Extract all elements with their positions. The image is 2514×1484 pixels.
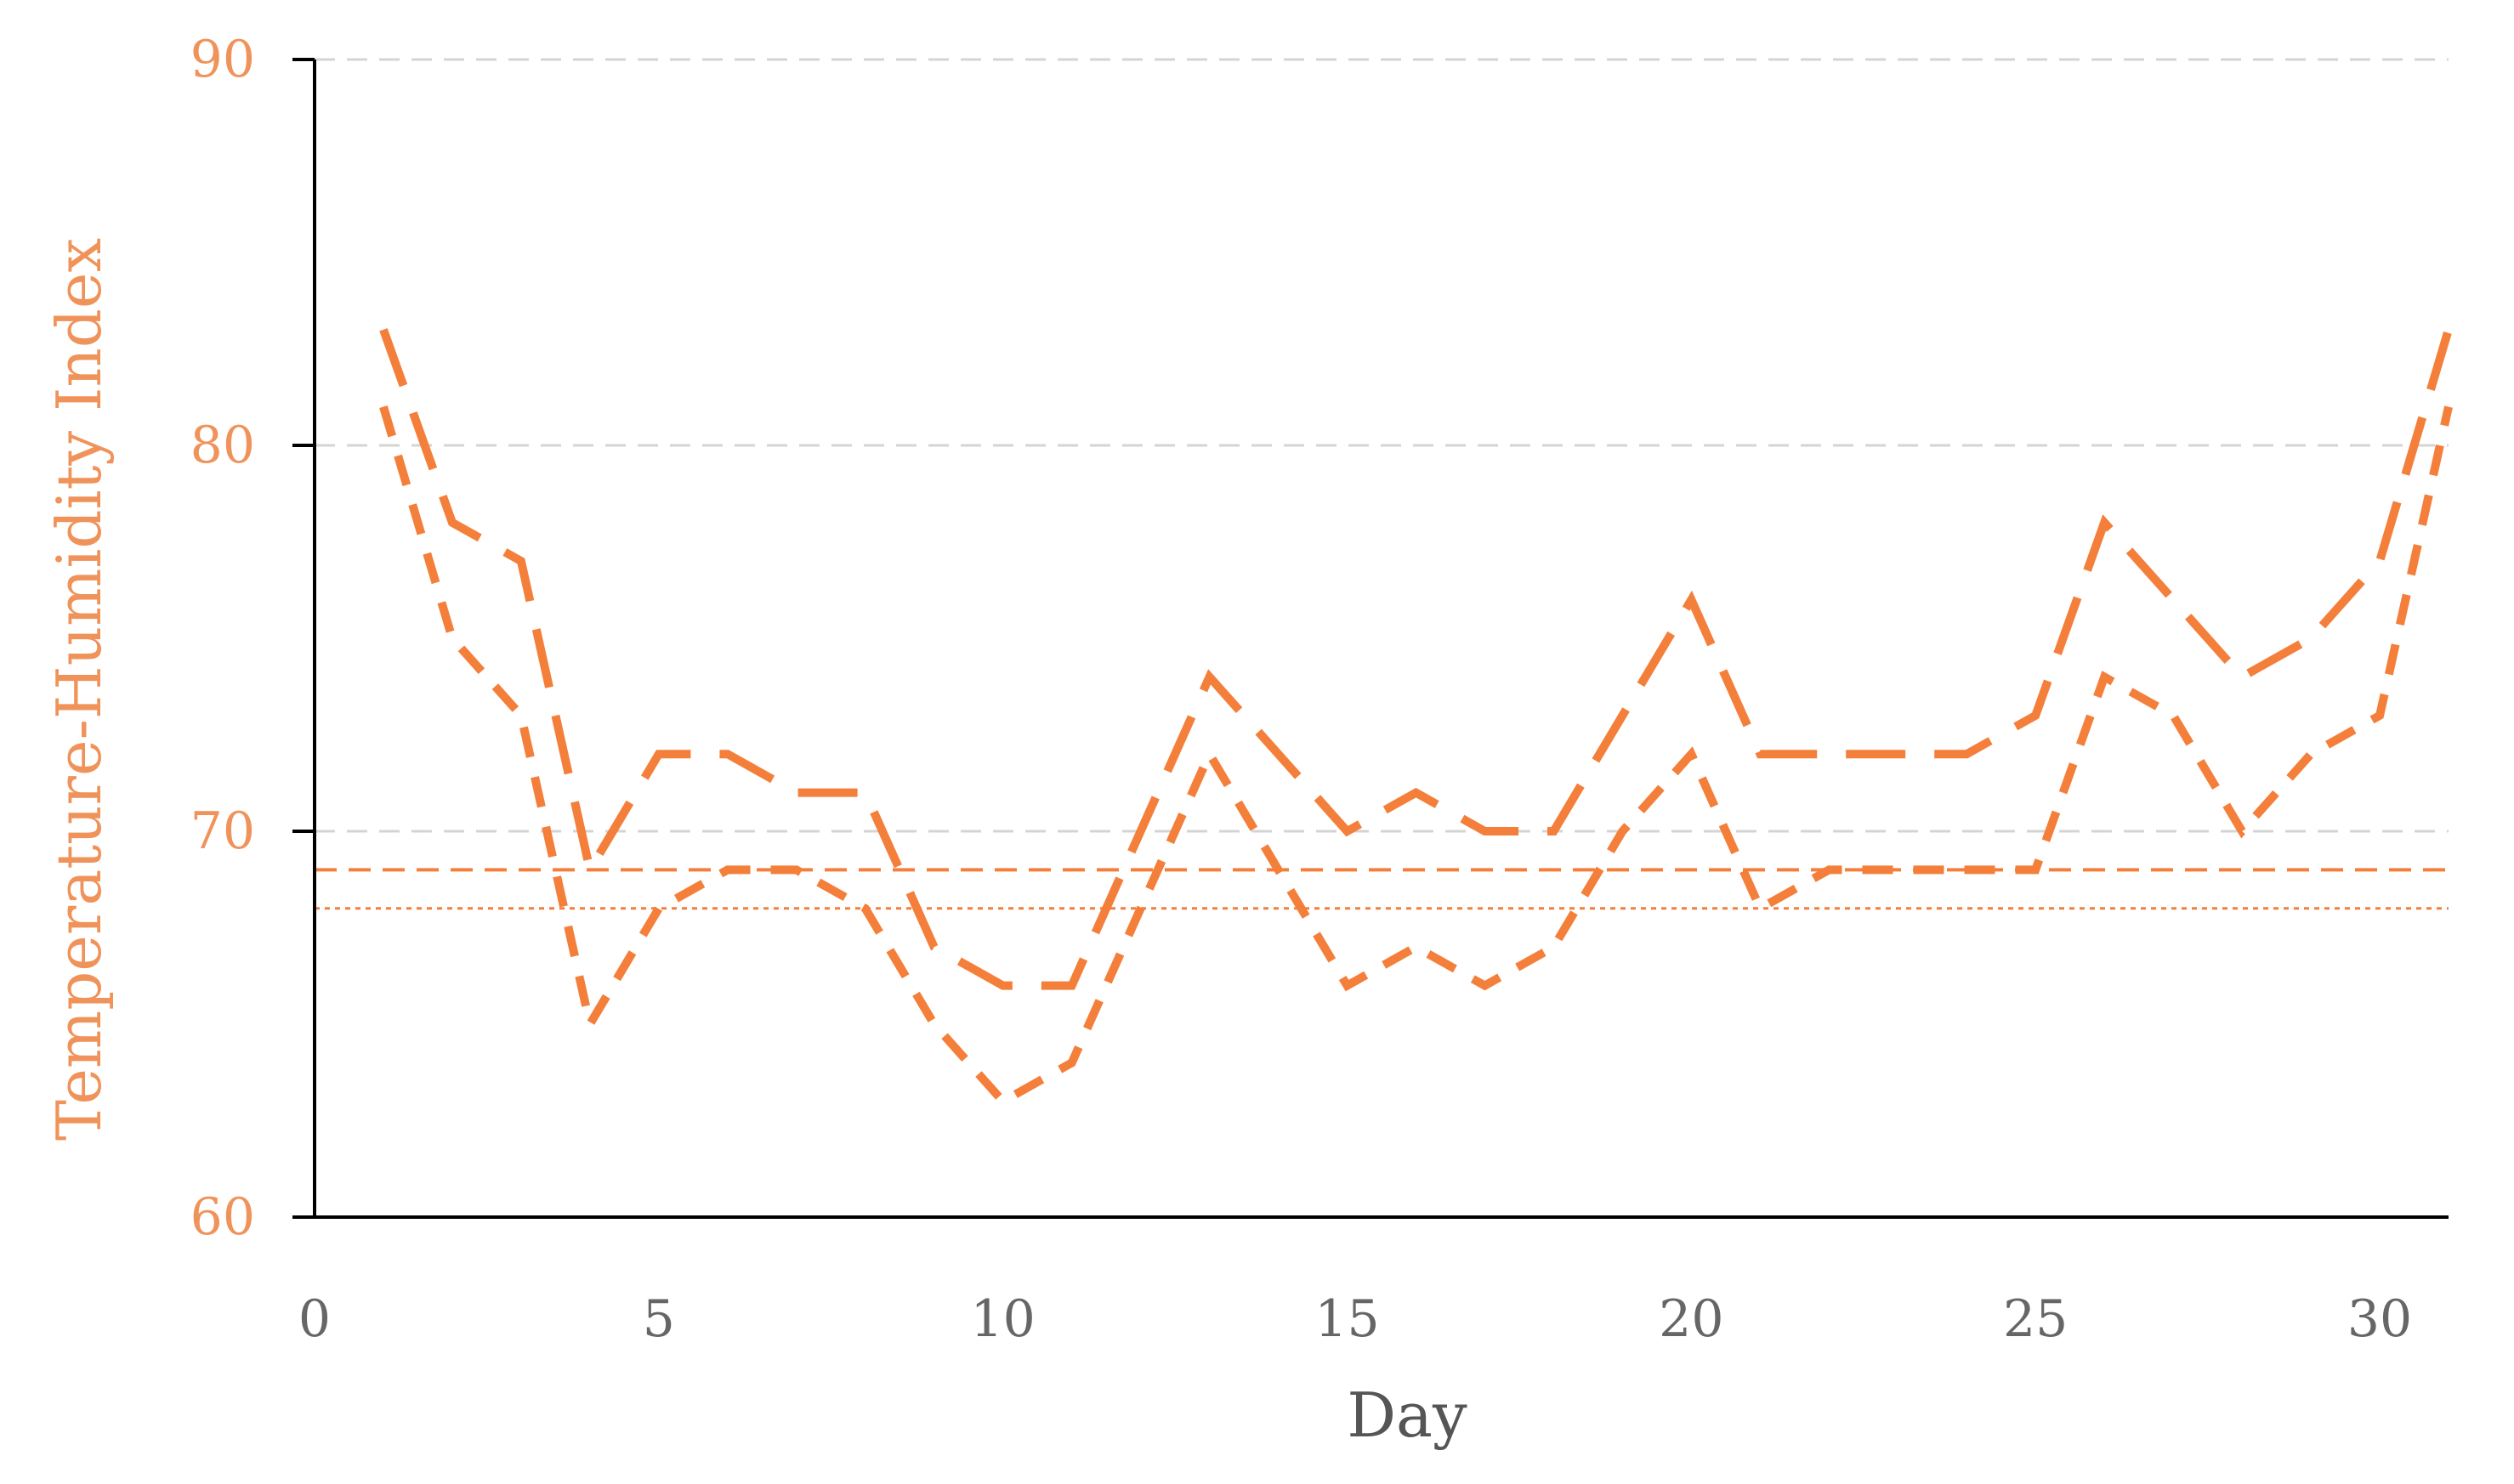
y-tick-label-70: 70 <box>190 801 255 861</box>
series-2-point-18 <box>1552 946 1554 948</box>
series-1-point-27 <box>2172 599 2174 601</box>
series-1-point-7 <box>796 792 797 794</box>
grid-lines <box>315 58 2449 833</box>
series-2-point-13 <box>1209 753 1211 755</box>
series-2-point-29 <box>2310 753 2312 755</box>
x-tick-label-10: 10 <box>970 1289 1035 1349</box>
series-2-point-21 <box>1759 908 1761 909</box>
x-tick-label-0: 0 <box>298 1289 331 1349</box>
x-tick-label-5: 5 <box>643 1289 675 1349</box>
x-tick-label-20: 20 <box>1659 1289 1723 1349</box>
series-2-point-16 <box>1415 946 1416 948</box>
series-1-point-30 <box>2379 560 2381 562</box>
y-tick-label-80: 80 <box>190 416 255 475</box>
y-tick-labels: 60 70 80 90 <box>190 30 255 1247</box>
x-tick-label-25: 25 <box>2003 1289 2068 1349</box>
series-2-point-27 <box>2172 715 2174 717</box>
series-line-2 <box>379 405 2453 1107</box>
x-tick-labels: 0 5 10 15 20 25 30 <box>298 1289 2412 1349</box>
y-axis-title: Temperature-Humidity Index <box>43 238 115 1141</box>
series-2-point-4 <box>589 1023 591 1025</box>
x-tick-label-15: 15 <box>1314 1289 1379 1349</box>
reference-lines <box>315 868 2449 910</box>
series-2-point-2 <box>451 637 453 639</box>
series-2-point-10 <box>1002 1101 1004 1102</box>
series-1-point-22 <box>1828 753 1830 755</box>
y-tick-label-60: 60 <box>190 1187 255 1247</box>
series-line-1 <box>379 328 2453 990</box>
x-axis-title: Day <box>1347 1379 1467 1451</box>
series-1-point-31 <box>2448 329 2449 331</box>
x-tick-label-30: 30 <box>2347 1289 2412 1349</box>
series-1-point-8 <box>865 792 866 794</box>
series-1-point-29 <box>2310 637 2312 639</box>
axes <box>292 58 2449 1219</box>
series-1-point-28 <box>2241 676 2243 677</box>
y-tick-label-90: 90 <box>190 30 255 89</box>
series-lines <box>379 328 2453 1107</box>
series-2-point-3 <box>520 715 522 717</box>
series-2-point-9 <box>934 1023 935 1025</box>
